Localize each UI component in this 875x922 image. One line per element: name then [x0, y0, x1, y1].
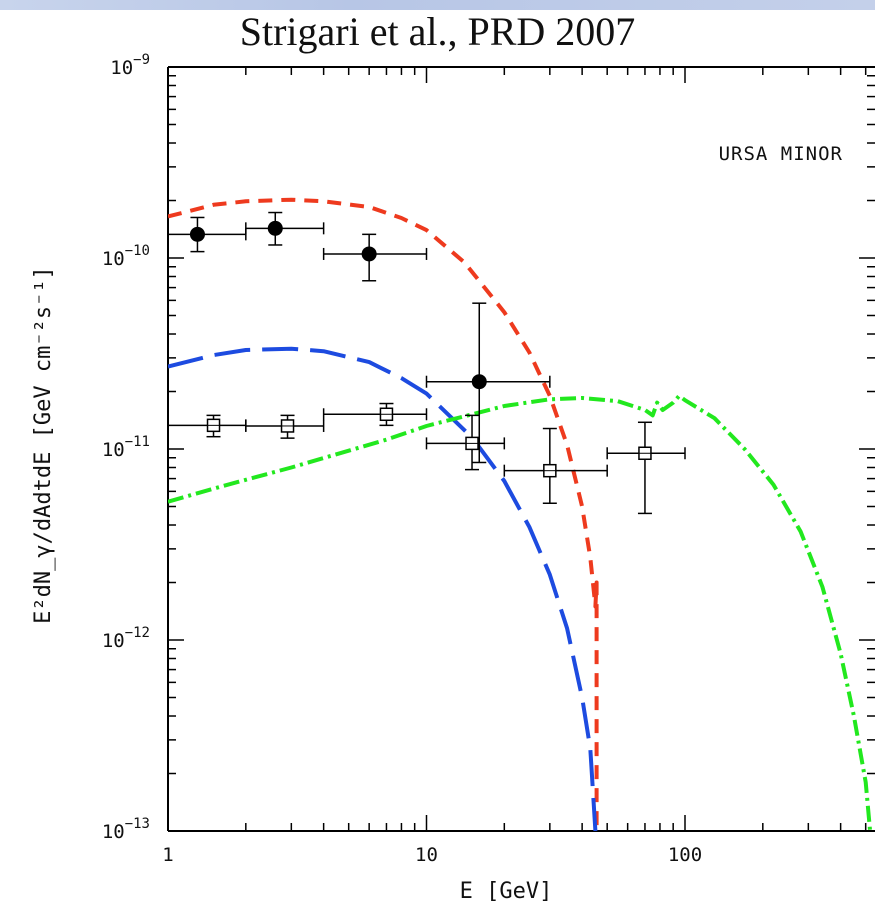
data-point [606, 421, 686, 515]
y-tick-label: 10−12 [102, 625, 150, 652]
background-band [0, 0, 875, 10]
y-axis-label: E²dN_γ/dAdtdE [GeV cm⁻²s⁻¹] [31, 266, 56, 624]
data-point [425, 414, 506, 471]
x-tick-label: 100 [668, 844, 702, 866]
y-tick-label: 10−13 [102, 816, 150, 843]
x-tick-label: 1 [162, 844, 173, 866]
data-point [322, 233, 428, 282]
x-axis-label: E [GeV] [460, 879, 553, 904]
data-point [167, 216, 247, 253]
data-point [425, 302, 551, 464]
annotation-ursa-minor: URSA MINOR [719, 143, 843, 165]
data-point [167, 414, 247, 438]
data-point [245, 211, 325, 246]
x-tick-label: 10 [415, 844, 438, 866]
y-tick-label: 10−10 [102, 243, 150, 270]
data-point [245, 414, 325, 439]
filled-circle-marker [471, 374, 487, 390]
model-curve-3 [168, 393, 873, 831]
chart-title: Strigari et al., PRD 2007 [239, 9, 636, 54]
filled-circle-marker [361, 246, 377, 262]
model-curve-2 [168, 346, 598, 831]
filled-circle-marker [267, 220, 283, 236]
model-curve-1 [168, 197, 599, 831]
y-tick-label: 10−11 [102, 434, 150, 461]
data-point [322, 402, 428, 427]
data-point [503, 427, 608, 504]
filled-circle-marker [189, 226, 205, 242]
y-tick-label: 10−9 [110, 52, 150, 79]
